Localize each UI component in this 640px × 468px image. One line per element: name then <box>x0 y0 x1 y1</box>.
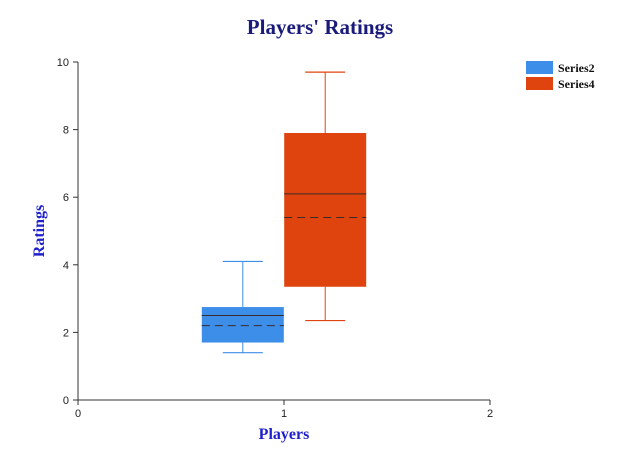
y-tick-label: 0 <box>63 395 69 407</box>
y-tick-label: 4 <box>63 260 69 272</box>
x-tick-label: 0 <box>75 408 81 420</box>
x-tick-label: 2 <box>487 408 493 420</box>
box-iqr <box>284 132 367 287</box>
y-tick-label: 8 <box>63 125 69 137</box>
y-tick-label: 6 <box>63 192 69 204</box>
box-series2 <box>201 260 284 354</box>
legend-label: Series2 <box>558 61 595 75</box>
y-axis-label: Ratings <box>31 205 48 257</box>
box-series4 <box>284 71 367 322</box>
box-iqr <box>201 307 284 343</box>
y-tick-label: 2 <box>63 327 69 339</box>
axis-ticks: 0 2 4 6 8 10 0 1 2 <box>57 57 493 420</box>
y-tick-label: 10 <box>57 57 69 69</box>
box-series <box>201 71 367 354</box>
legend-label: Series4 <box>558 77 595 91</box>
legend: Series2 Series4 <box>526 61 595 91</box>
x-axis-label: Players <box>259 426 310 443</box>
legend-swatch <box>526 61 553 74</box>
legend-swatch <box>526 77 553 90</box>
chart-title: Players' Ratings <box>247 15 393 39</box>
x-tick-label: 1 <box>281 408 287 420</box>
